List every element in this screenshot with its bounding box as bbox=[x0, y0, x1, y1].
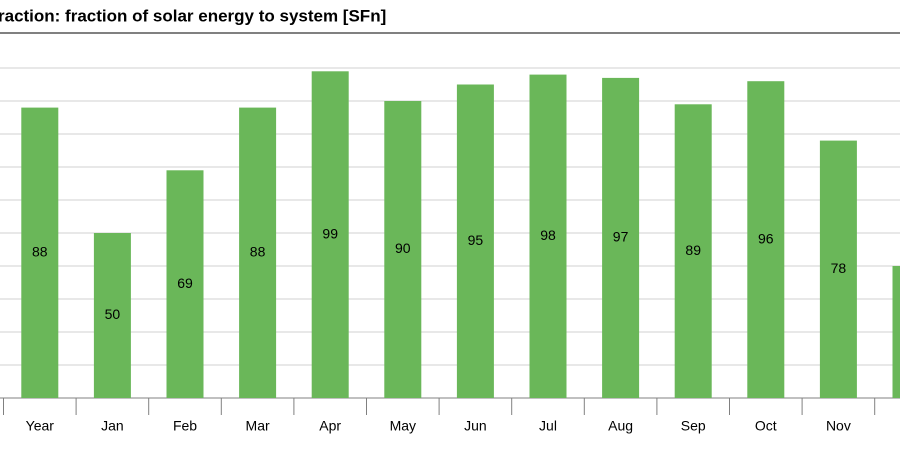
data-label: 97 bbox=[613, 229, 629, 245]
data-label: 88 bbox=[32, 244, 48, 260]
x-tick-label: Feb bbox=[173, 418, 197, 434]
x-tick-label: Nov bbox=[826, 418, 851, 434]
x-tick-label: Jul bbox=[539, 418, 557, 434]
data-label: 98 bbox=[540, 227, 556, 243]
bar bbox=[93, 233, 131, 398]
x-tick-label: Year bbox=[26, 418, 55, 434]
bar bbox=[239, 107, 277, 398]
chart-title: raction: fraction of solar energy to sys… bbox=[0, 6, 386, 25]
bar bbox=[456, 84, 494, 398]
x-tick-label: Sep bbox=[681, 418, 706, 434]
bar bbox=[747, 81, 785, 398]
x-tick-label: Aug bbox=[608, 418, 633, 434]
x-tick-label: Jun bbox=[464, 418, 487, 434]
bar bbox=[892, 266, 900, 398]
data-label: 50 bbox=[105, 306, 121, 322]
x-tick-label: Mar bbox=[246, 418, 270, 434]
bar bbox=[602, 77, 640, 399]
bar bbox=[166, 170, 204, 398]
bar bbox=[311, 71, 349, 399]
x-tick-label: Jan bbox=[101, 418, 124, 434]
data-label: 95 bbox=[468, 232, 484, 248]
x-tick-label: Oct bbox=[755, 418, 777, 434]
bar bbox=[529, 74, 567, 398]
bar bbox=[21, 107, 59, 398]
data-label: 69 bbox=[177, 275, 193, 291]
data-label: 78 bbox=[831, 260, 847, 276]
data-label: 89 bbox=[685, 242, 701, 258]
data-label: 90 bbox=[395, 240, 411, 256]
data-label: 88 bbox=[250, 244, 266, 260]
data-label: 96 bbox=[758, 230, 774, 246]
bar bbox=[819, 140, 857, 398]
x-tick-label: May bbox=[390, 418, 416, 434]
data-label: 99 bbox=[322, 225, 338, 241]
x-tick-label: Apr bbox=[319, 418, 341, 434]
bar bbox=[674, 104, 712, 399]
bar bbox=[384, 101, 422, 398]
